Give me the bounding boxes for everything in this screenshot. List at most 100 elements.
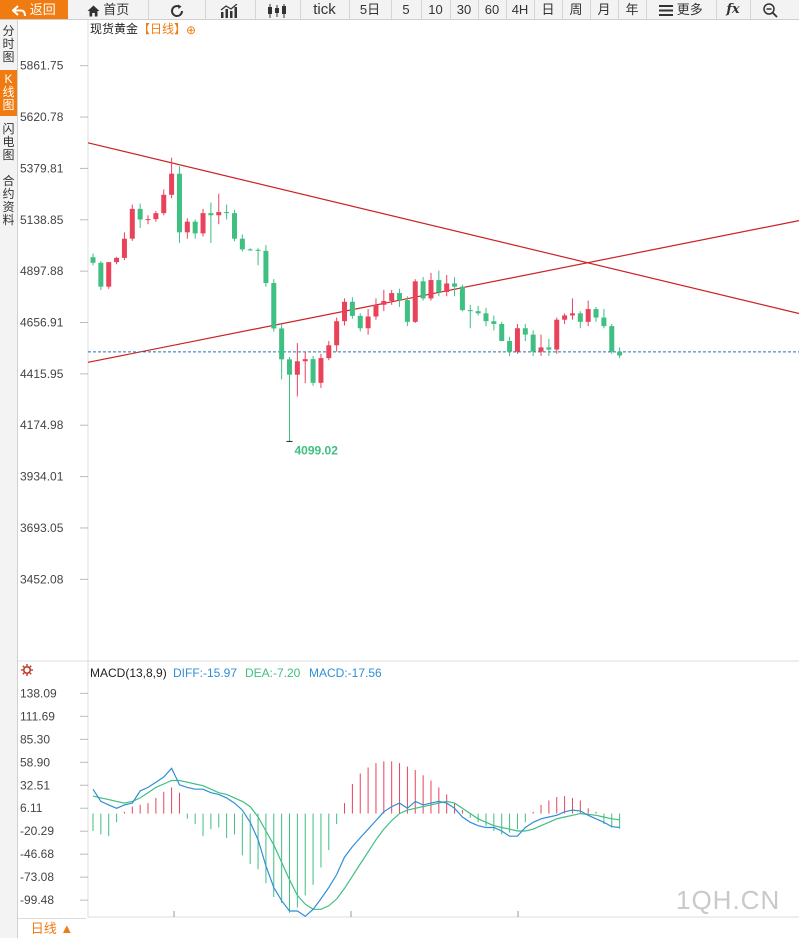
macd-diff-value: DIFF:-15.97 <box>173 666 237 680</box>
candle-body <box>609 326 615 352</box>
price-axis-label: 4415.95 <box>20 367 64 381</box>
candle-body <box>106 262 112 287</box>
candle-body <box>357 315 363 329</box>
candlestick-button[interactable] <box>255 0 301 19</box>
refresh-button[interactable] <box>148 0 206 19</box>
period-5min[interactable]: 5 <box>391 0 422 19</box>
candle-body <box>216 212 222 216</box>
candle-body <box>192 221 198 234</box>
period-10min[interactable]: 10 <box>421 0 451 19</box>
nav-kline-chart[interactable]: K线图 <box>0 70 17 116</box>
candle-body <box>459 286 465 311</box>
price-axis-label: 5861.75 <box>20 59 64 73</box>
price-axis-label: 5138.85 <box>20 213 64 227</box>
candle-body <box>98 262 104 287</box>
fx-button[interactable]: fx <box>716 0 751 19</box>
macd-axis-label: 58.90 <box>20 755 50 769</box>
candle-body <box>381 300 387 305</box>
candle-body <box>310 359 316 383</box>
macd-axis-label: -99.48 <box>20 893 54 907</box>
macd-axis-label: 85.30 <box>20 732 50 746</box>
period-month[interactable]: 月 <box>590 0 619 19</box>
candle-body <box>475 311 481 314</box>
price-axis-label: 5379.81 <box>20 161 64 175</box>
candle-body <box>467 310 473 312</box>
period-60min[interactable]: 60 <box>478 0 507 19</box>
candlestick-icon <box>267 3 286 18</box>
candle-body <box>342 301 348 322</box>
candle-body <box>208 213 214 216</box>
candle-body <box>507 341 513 352</box>
candle-body <box>114 257 120 263</box>
candle-body <box>90 257 96 263</box>
dea-line <box>92 779 620 910</box>
fx-icon: fx <box>726 2 740 17</box>
candle-body <box>452 283 458 287</box>
nav-timeshare-chart[interactable]: 分时图 <box>2 24 15 64</box>
macd-axis-label: 138.09 <box>20 686 57 700</box>
candle-body <box>444 283 450 292</box>
more-button[interactable]: 更多 <box>646 0 717 19</box>
candle-body <box>287 359 292 375</box>
candle-body <box>137 208 143 220</box>
candle-body <box>491 321 497 324</box>
nav-contract-info[interactable]: 合约资料 <box>2 174 15 227</box>
kline-chart[interactable]: 5861.75 5620.78 5379.81 5138.85 4897.88 4656.… <box>18 20 799 918</box>
home-label: 首页 <box>103 2 130 17</box>
candle-body <box>145 219 151 221</box>
home-button[interactable]: 首页 <box>68 0 149 19</box>
candle-body <box>554 319 560 350</box>
macd-hist-value: MACD:-17.56 <box>309 666 382 680</box>
candle-body <box>514 328 520 352</box>
macd-axis-label: 6.11 <box>20 801 43 815</box>
chart-title: 现货黄金 <box>90 21 138 36</box>
candle-body <box>617 351 623 356</box>
home-icon <box>87 5 100 17</box>
macd-axis-label: 111.69 <box>20 709 55 723</box>
back-button[interactable]: 返回 <box>0 0 68 19</box>
trend-line <box>87 142 799 315</box>
add-indicator-icon[interactable]: ⊕ <box>186 23 196 37</box>
candle-body <box>231 213 237 239</box>
low-price-label: 4099.02 <box>295 443 339 457</box>
macd-axis-label: -46.68 <box>20 847 54 861</box>
period-tick[interactable]: tick <box>300 0 350 19</box>
gear-icon[interactable] <box>21 664 33 676</box>
candle-body <box>239 238 245 250</box>
zoom-out-button[interactable] <box>750 0 790 19</box>
back-arrow-icon <box>11 4 27 16</box>
candle-body <box>412 281 418 322</box>
period-tab-day[interactable]: 日线 ▲ <box>18 918 86 939</box>
macd-title: MACD(13,8,9) <box>90 666 167 680</box>
candle-body <box>585 309 591 322</box>
candle-body <box>153 213 159 220</box>
left-nav: 分时图 K线图 闪电图 合约资料 <box>0 20 18 938</box>
candle-body <box>184 221 190 233</box>
candle-body <box>176 173 182 233</box>
period-year[interactable]: 年 <box>618 0 647 19</box>
candle-body <box>255 249 261 251</box>
candle-body <box>161 194 167 214</box>
candle-body <box>365 316 371 329</box>
candle-body <box>302 359 308 362</box>
macd-dea-value: DEA:-7.20 <box>245 666 301 680</box>
diff-line <box>92 767 620 918</box>
more-label: 更多 <box>676 2 703 17</box>
nav-flash-chart[interactable]: 闪电图 <box>2 122 15 162</box>
candle-body <box>271 283 277 329</box>
candle-body <box>224 212 230 214</box>
period-week[interactable]: 周 <box>562 0 591 19</box>
period-30min[interactable]: 30 <box>450 0 479 19</box>
candle-body <box>420 281 426 299</box>
chart-type-button[interactable] <box>205 0 256 19</box>
macd-axis-label: 32.51 <box>20 778 50 792</box>
candle-body <box>294 361 300 375</box>
candle-body <box>404 300 410 322</box>
price-axis-label: 3934.01 <box>20 470 64 484</box>
period-day[interactable]: 日 <box>534 0 563 19</box>
period-5day[interactable]: 5日 <box>349 0 392 19</box>
candle-body <box>577 313 583 322</box>
price-axis-label: 4174.98 <box>20 418 64 432</box>
period-4h[interactable]: 4H <box>506 0 535 19</box>
candle-body <box>436 280 442 292</box>
